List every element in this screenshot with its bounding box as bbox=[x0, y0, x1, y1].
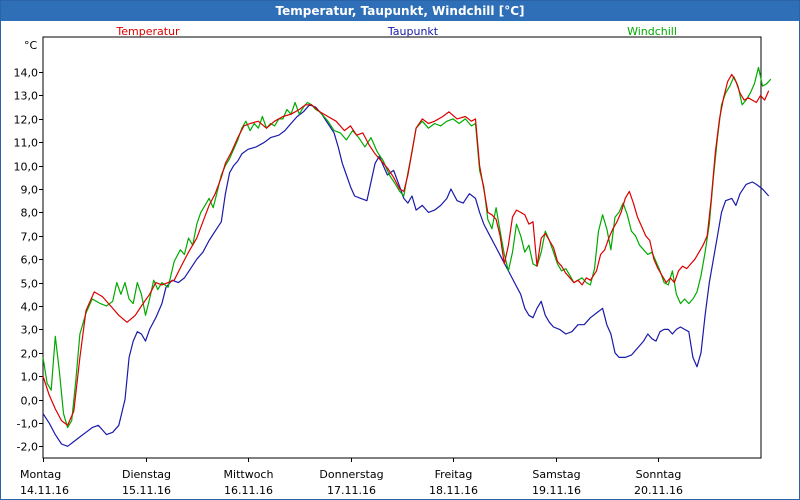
y-tick-label: 13,0 bbox=[14, 90, 39, 103]
x-tick-date: 14.11.16 bbox=[20, 484, 69, 497]
x-tick-day: Montag bbox=[20, 468, 61, 481]
y-tick-label: 5,0 bbox=[21, 278, 39, 291]
x-tick-day: Dienstag bbox=[122, 468, 171, 481]
y-tick-label: 2,0 bbox=[21, 348, 39, 361]
y-tick-label: 8,0 bbox=[21, 207, 39, 220]
x-tick-date: 20.11.16 bbox=[634, 484, 683, 497]
legend-windchill: Windchill bbox=[627, 25, 677, 38]
x-tick-date: 19.11.16 bbox=[532, 484, 581, 497]
labels: -2,0 -1,0 0,0 1,0 2,0 3,0 4,0 5,0 6,0 7,0 8,0 9,0 10… bbox=[14, 25, 683, 497]
y-tick-label: 10,0 bbox=[14, 161, 39, 174]
x-tick-date: 15.11.16 bbox=[122, 484, 171, 497]
y-tick-label: 3,0 bbox=[21, 324, 39, 337]
x-tick-day: Donnerstag bbox=[319, 468, 383, 481]
chart-title: Temperatur, Taupunkt, Windchill [°C] bbox=[1, 1, 799, 21]
legend-taupunkt: Taupunkt bbox=[387, 25, 439, 38]
x-tick-date: 17.11.16 bbox=[327, 484, 376, 497]
y-axis-unit: °C bbox=[24, 39, 38, 52]
axes bbox=[39, 36, 762, 462]
x-tick-day: Samstag bbox=[532, 468, 580, 481]
y-tick-label: 1,0 bbox=[21, 371, 39, 384]
x-tick-day: Sonntag bbox=[636, 468, 682, 481]
series-lines bbox=[42, 66, 772, 447]
y-tick-label: -1,0 bbox=[17, 418, 38, 431]
x-tick-day: Mittwoch bbox=[224, 468, 274, 481]
x-tick-date: 18.11.16 bbox=[429, 484, 478, 497]
y-tick-label: 12,0 bbox=[14, 114, 39, 127]
y-tick-label: 9,0 bbox=[21, 184, 39, 197]
y-tick-label: 7,0 bbox=[21, 231, 39, 244]
y-tick-label: 11,0 bbox=[14, 137, 39, 150]
y-tick-label: -2,0 bbox=[17, 441, 38, 454]
y-tick-label: 4,0 bbox=[21, 301, 39, 314]
y-tick-label: 6,0 bbox=[21, 254, 39, 267]
x-tick-date: 16.11.16 bbox=[224, 484, 273, 497]
y-tick-label: 14,0 bbox=[14, 67, 39, 80]
series-line-temperatur bbox=[42, 73, 770, 426]
y-tick-label: 0,0 bbox=[21, 395, 39, 408]
legend-temperatur: Temperatur bbox=[115, 25, 180, 38]
series-line-windchill bbox=[42, 66, 772, 429]
x-tick-day: Freitag bbox=[435, 468, 473, 481]
plot-frame bbox=[42, 36, 762, 459]
